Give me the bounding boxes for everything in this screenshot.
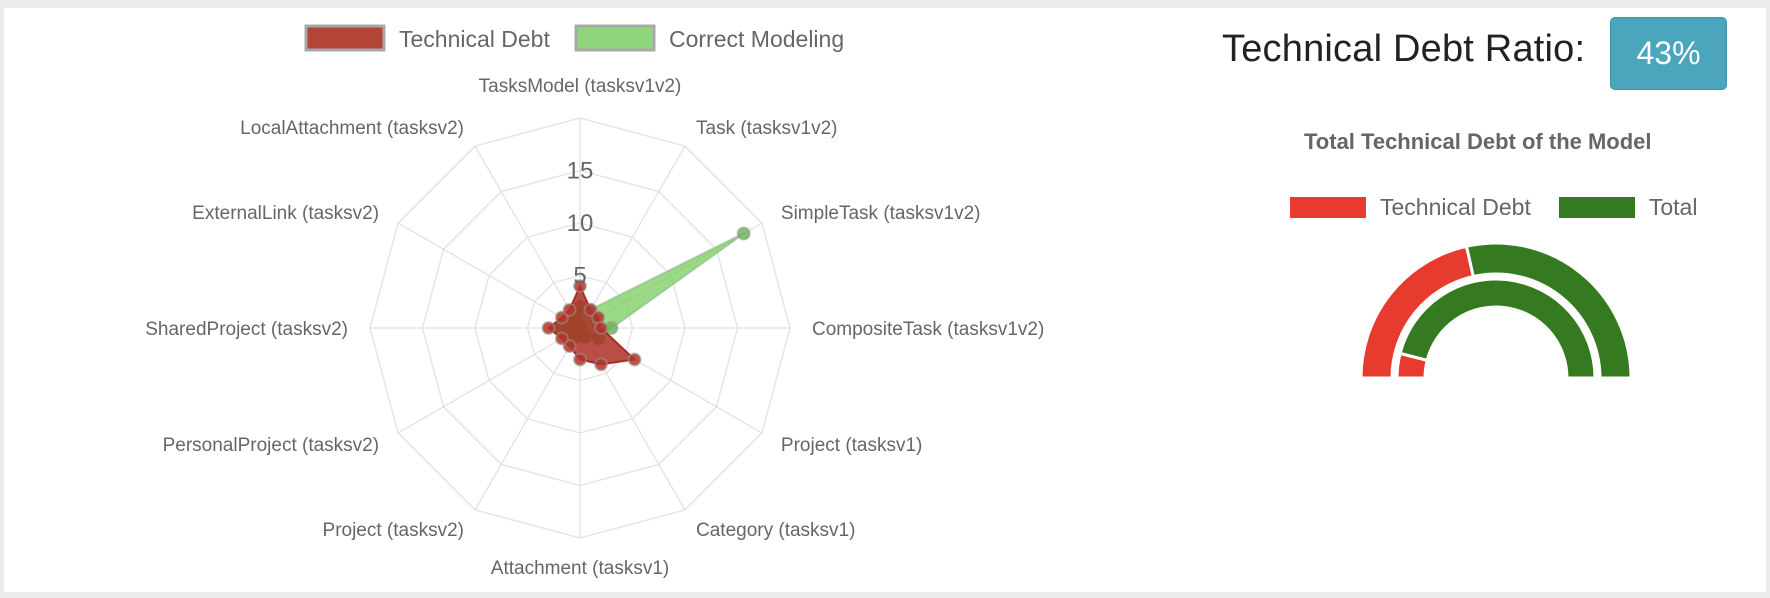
radar-point-technical-debt — [594, 321, 608, 335]
dashboard-panel: 5 10 15 TasksModel (tasksv1v2) Task (tasksv1… — [4, 8, 1766, 592]
radar-spoke — [397, 222, 581, 329]
gauge-legend-item: Technical Debt — [1290, 194, 1531, 221]
radar-spoke — [474, 145, 581, 329]
radar-category-label: ExternalLink (tasksv2) — [192, 203, 379, 224]
gauge-legend-item: Total — [1558, 194, 1698, 221]
radar-tick-label: 15 — [567, 158, 594, 185]
debt-gauge-chart — [1359, 241, 1633, 380]
radar-tick-label: 5 — [573, 263, 586, 290]
gauge-outer-segment-total — [1464, 241, 1633, 380]
radar-spoke — [579, 145, 686, 329]
radar-point-technical-debt — [541, 321, 556, 335]
radar-category-label: CompositeTask (tasksv1v2) — [812, 319, 1044, 340]
gauge-legend-label: Total — [1648, 194, 1698, 220]
gauge-legend: Technical Debt Total — [1290, 194, 1697, 221]
radar-point-technical-debt — [573, 352, 587, 367]
radar-spoke — [397, 327, 581, 434]
gauge-title: Total Technical Debt of the Model — [1304, 129, 1652, 154]
radar-point-technical-debt — [562, 302, 577, 317]
radar-legend-item: Technical Debt — [304, 24, 550, 52]
radar-category-label: Project (tasksv1) — [781, 435, 922, 456]
radar-point-technical-debt — [627, 352, 642, 367]
radar-legend-swatch — [574, 24, 656, 52]
gauge-legend-swatch — [1558, 197, 1635, 218]
radar-point-technical-debt — [554, 331, 569, 346]
radar-point-technical-debt — [573, 279, 587, 293]
debt-ratio-badge: 43% — [1610, 17, 1727, 90]
radar-category-label: PersonalProject (tasksv2) — [163, 435, 379, 456]
radar-point-correct-modeling — [736, 226, 751, 241]
radar-legend-label: Technical Debt — [399, 26, 550, 52]
radar-point-technical-debt — [594, 357, 608, 372]
radar-spoke — [474, 327, 581, 511]
radar-category-label: SharedProject (tasksv2) — [145, 319, 348, 340]
radar-legend-swatch — [304, 24, 386, 52]
gauge-legend-swatch — [1290, 197, 1366, 218]
radar-category-label: Category (tasksv1) — [696, 520, 855, 541]
gauge-inner-segment-total — [1398, 277, 1597, 380]
debt-ratio-label: Technical Debt Ratio: — [1222, 28, 1586, 70]
radar-legend-item: Correct Modeling — [574, 24, 844, 52]
radar-category-label: Task (tasksv1v2) — [696, 118, 837, 139]
radar-category-label: SimpleTask (tasksv1v2) — [781, 203, 981, 224]
radar-category-label: Project (tasksv2) — [323, 520, 464, 541]
radar-category-label: LocalAttachment (tasksv2) — [240, 118, 464, 139]
radar-category-label: TasksModel (tasksv1v2) — [479, 76, 682, 97]
gauge-legend-label: Technical Debt — [1380, 194, 1531, 220]
radar-chart: 5 10 15 TasksModel (tasksv1v2) Task (tasksv1… — [145, 24, 1044, 579]
radar-category-label: Attachment (tasksv1) — [491, 558, 669, 579]
radar-legend-label: Correct Modeling — [669, 26, 844, 52]
radar-tick-label: 10 — [567, 210, 594, 237]
